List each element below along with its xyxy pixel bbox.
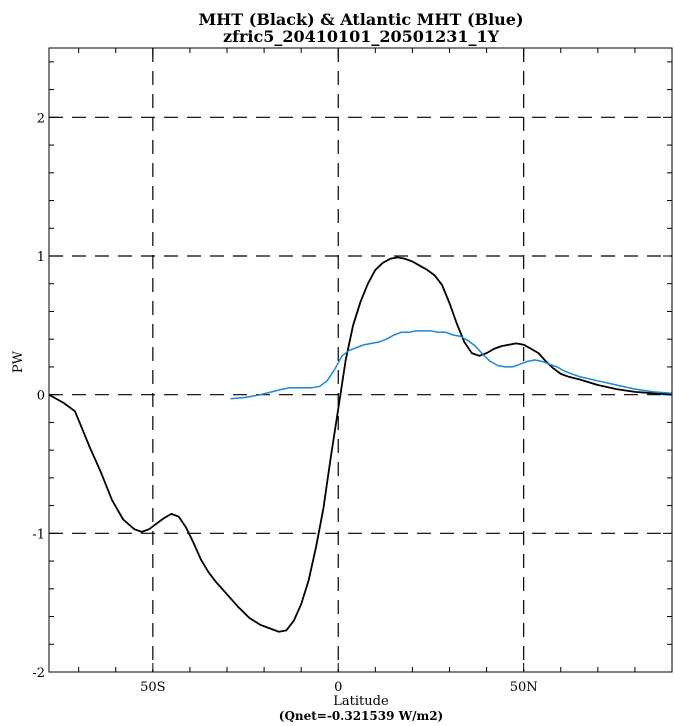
chart-subtitle: zfric5_20410101_20501231_1Y (223, 27, 500, 46)
series-line-1 (48, 256, 673, 633)
y-tick-label: 2 (37, 111, 45, 126)
x-axis-label: Latitude (333, 694, 389, 709)
y-tick-label: 1 (37, 250, 45, 265)
plot-frame (48, 47, 673, 673)
y-tick-label: 0 (37, 389, 45, 404)
x-tick-label: 50N (510, 680, 538, 695)
chart-title: MHT (Black) & Atlantic MHT (Blue) (198, 10, 523, 29)
grid-lines (49, 48, 672, 672)
y-tick-label: -1 (32, 527, 45, 542)
qnet-annotation: (Qnet=-0.321539 W/m2) (279, 709, 443, 723)
tick-labels: 50S 0 50N -2 -1 0 1 2 (32, 111, 537, 695)
x-tick-label: 0 (334, 680, 342, 695)
axis-ticks (49, 48, 673, 673)
x-tick-label: 50S (140, 680, 165, 695)
y-axis-label: PW (11, 350, 26, 373)
series-line-2 (230, 330, 673, 400)
series-lines (48, 256, 673, 633)
y-tick-label: -2 (32, 666, 45, 681)
